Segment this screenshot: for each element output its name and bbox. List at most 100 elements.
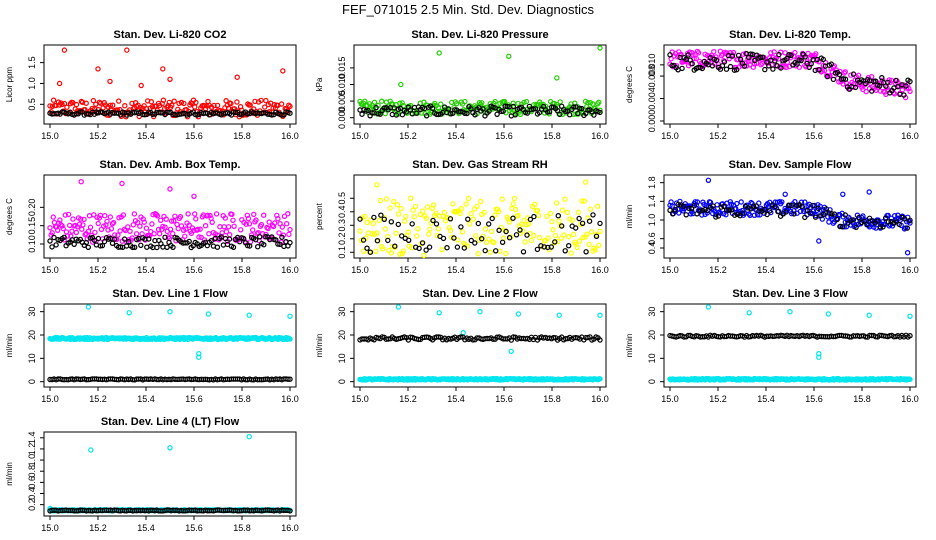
data-point <box>140 216 146 222</box>
x-tick-label: 15.8 <box>543 394 561 404</box>
data-point <box>669 62 675 69</box>
plot-frame <box>43 174 297 259</box>
data-point <box>472 240 478 246</box>
x-tick-label: 15.6 <box>805 265 823 275</box>
data-point <box>285 376 291 382</box>
data-point <box>99 242 106 249</box>
data-point <box>584 231 590 238</box>
outlier-point <box>196 354 202 360</box>
data-point <box>430 202 437 208</box>
series-reference <box>357 334 603 343</box>
data-point <box>907 333 913 339</box>
outlier-point <box>506 53 512 60</box>
data-point <box>181 100 187 107</box>
data-point <box>885 219 892 225</box>
data-point <box>387 205 393 211</box>
x-tick-label: 15.2 <box>709 394 727 404</box>
data-point <box>141 219 147 225</box>
data-point <box>359 111 365 117</box>
data-point <box>788 52 794 59</box>
x-tick-label: 15.8 <box>233 523 251 533</box>
data-point <box>685 52 691 58</box>
data-point <box>486 221 492 227</box>
data-point <box>824 73 831 80</box>
data-point <box>272 220 278 226</box>
data-point <box>588 229 595 235</box>
data-point <box>441 209 448 216</box>
data-point <box>532 106 539 112</box>
x-tick-label: 15.4 <box>757 265 775 275</box>
data-point <box>427 226 433 232</box>
data-point <box>415 226 421 232</box>
data-point <box>275 215 281 222</box>
series-primary <box>357 304 603 383</box>
data-point <box>877 83 883 89</box>
outlier-point <box>196 351 202 357</box>
x-tick-label: 15.0 <box>41 394 59 404</box>
data-point <box>379 98 385 104</box>
outlier-point <box>515 311 522 317</box>
data-point <box>799 203 805 209</box>
data-point <box>527 216 534 223</box>
data-point <box>583 249 589 255</box>
data-point <box>104 218 110 225</box>
data-point <box>403 109 410 115</box>
outlier-point <box>907 313 913 319</box>
outlier-point <box>88 447 94 453</box>
data-point <box>735 52 742 59</box>
x-tick-label: 16.0 <box>281 394 299 404</box>
data-point <box>585 99 591 106</box>
data-point <box>669 203 675 209</box>
data-point <box>231 223 237 229</box>
data-point <box>202 222 209 229</box>
data-point <box>61 100 68 107</box>
data-point <box>520 228 526 234</box>
x-tick-label: 15.2 <box>89 265 107 275</box>
data-point <box>709 63 716 69</box>
data-point <box>707 204 714 211</box>
data-point <box>230 244 237 250</box>
data-point <box>83 100 89 106</box>
data-point <box>468 237 474 244</box>
data-point <box>883 215 889 221</box>
y-tick-label: 30 <box>337 307 347 317</box>
outlier-point <box>246 312 252 318</box>
data-point <box>214 102 221 109</box>
data-point <box>245 215 252 222</box>
x-tick-label: 15.6 <box>495 131 513 141</box>
data-point <box>464 110 470 117</box>
data-point <box>597 376 603 382</box>
outlier-point <box>85 304 92 310</box>
data-point <box>382 110 388 117</box>
data-point <box>490 336 496 342</box>
data-point <box>873 78 879 84</box>
y-tick-label: 0.005 <box>337 90 347 113</box>
data-point <box>774 62 780 69</box>
data-point <box>146 236 152 242</box>
data-point <box>524 232 530 238</box>
data-point <box>802 214 808 221</box>
data-point <box>157 217 164 223</box>
data-point <box>421 252 427 259</box>
data-point <box>95 220 101 227</box>
outlier-point <box>746 310 752 316</box>
data-point <box>518 221 525 227</box>
data-point <box>201 102 208 109</box>
data-point <box>397 251 403 257</box>
data-point <box>264 224 270 231</box>
data-point <box>858 219 865 226</box>
data-point <box>434 232 440 239</box>
outlier-point <box>167 309 173 315</box>
data-point <box>670 211 676 217</box>
x-tick-label: 15.6 <box>185 131 203 141</box>
data-point <box>447 216 454 222</box>
data-point <box>102 212 108 219</box>
data-point <box>171 218 177 224</box>
data-point <box>160 97 167 103</box>
data-point <box>691 202 698 209</box>
data-point <box>178 223 185 229</box>
data-point <box>770 66 776 72</box>
data-point <box>686 205 692 211</box>
data-point <box>520 249 527 255</box>
data-point <box>398 205 404 212</box>
